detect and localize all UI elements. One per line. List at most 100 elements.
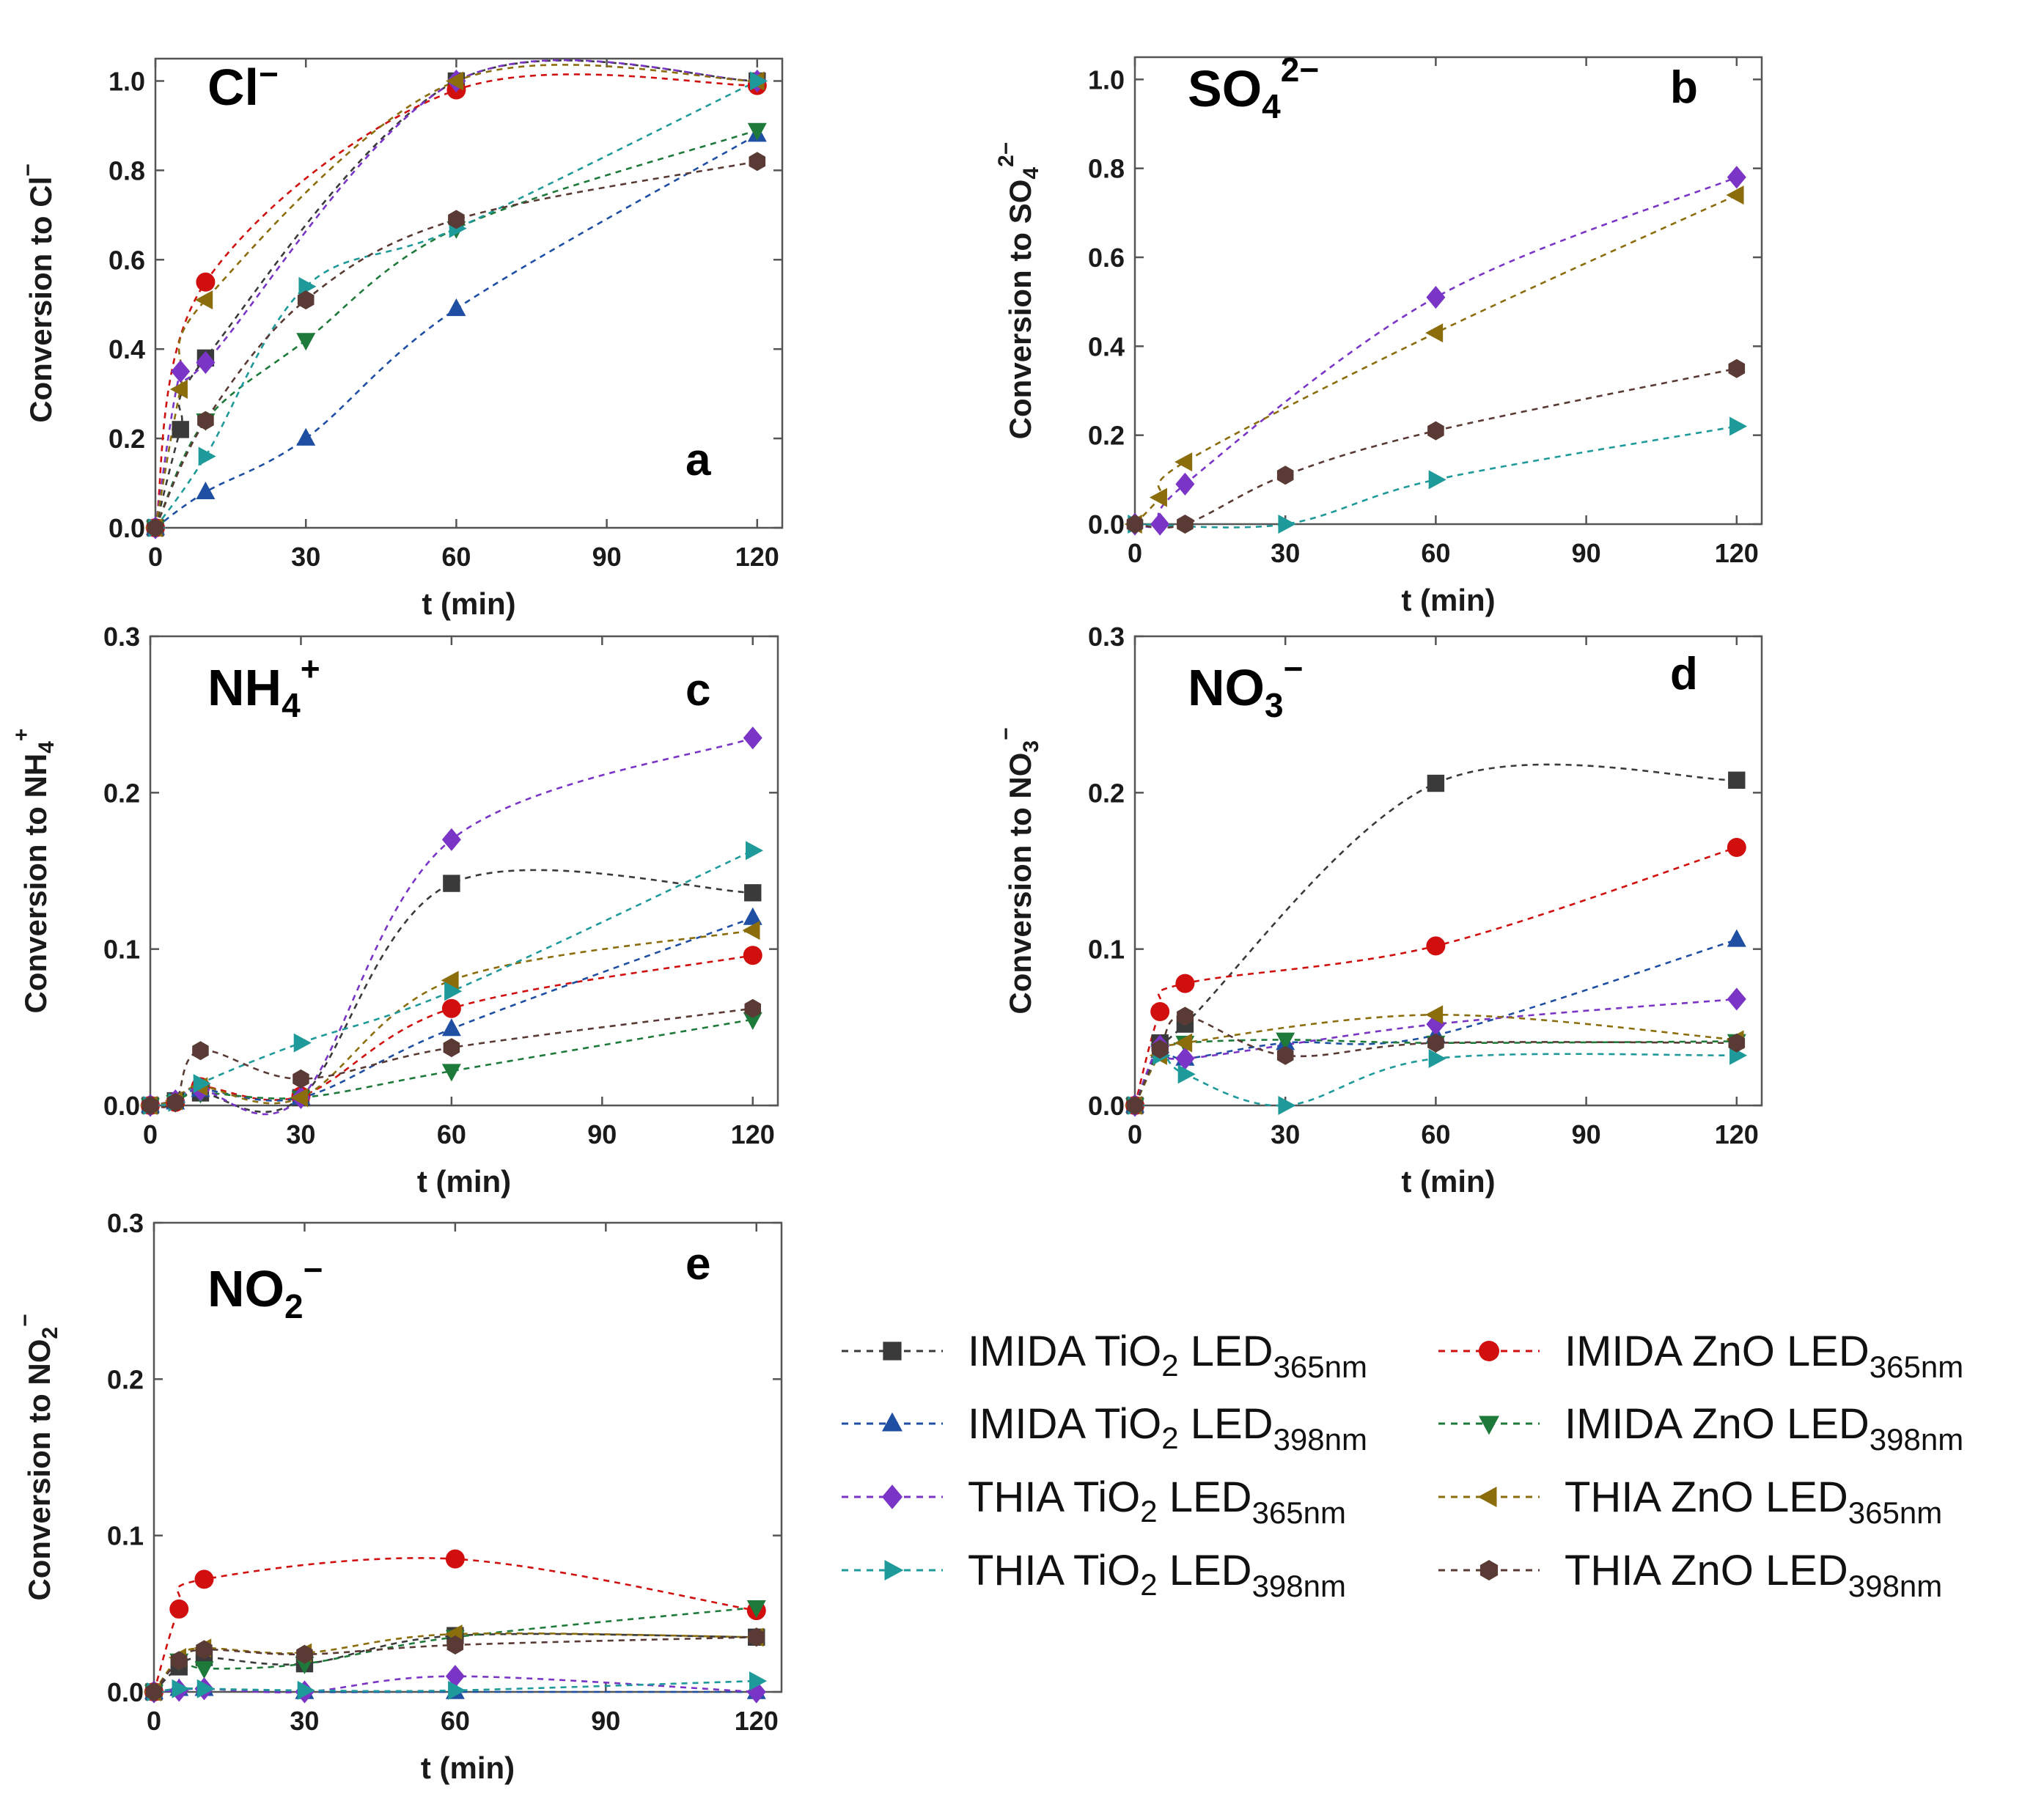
data-point-thia-zno-led398nm: [147, 518, 164, 537]
ion-label: SO42−: [1188, 51, 1319, 125]
data-point-thia-zno-led398nm: [192, 1041, 209, 1061]
y-tick-label: 0.3: [107, 1208, 144, 1238]
x-axis-title: t (min): [422, 586, 515, 621]
legend-label-text: LED: [1158, 1473, 1252, 1521]
x-tick-label: 60: [441, 542, 471, 572]
x-tick-label: 120: [735, 1706, 779, 1736]
x-axis-title: t (min): [1401, 583, 1495, 617]
ion-label-text: SO: [1188, 60, 1262, 117]
legend-label-subscript: 2: [1140, 1494, 1157, 1528]
legend-item: THIA ZnO LED365nm: [1438, 1473, 1942, 1530]
data-point-imida-zno-led365nm: [169, 1599, 189, 1619]
data-point-imida-zno-led365nm: [743, 946, 762, 965]
plot-frame: [1133, 56, 1763, 526]
legend-marker: [884, 1560, 904, 1580]
data-point-imida-zno-led365nm: [1426, 936, 1446, 956]
fit-line-thia-zno-led398nm: [1134, 367, 1738, 529]
data-point-thia-tio2-led365nm: [171, 360, 191, 383]
data-point-thia-zno-led365nm: [441, 971, 459, 990]
y-tick-label: 0.0: [109, 513, 145, 543]
y-axis-title-subscript: 2: [38, 1327, 62, 1339]
y-tick-label: 0.1: [103, 935, 140, 965]
data-point-thia-zno-led398nm: [293, 1069, 309, 1089]
fit-line-thia-tio2-led398nm: [150, 850, 754, 1107]
data-point-thia-zno-led365nm: [290, 1088, 309, 1108]
data-point-thia-tio2-led398nm: [1278, 515, 1296, 534]
ion-label-text: Cl: [207, 59, 259, 116]
ion-label-text: NO: [207, 1260, 284, 1317]
legend-marker: [1479, 1416, 1499, 1435]
data-point-thia-zno-led398nm: [1126, 1096, 1144, 1115]
x-tick-label: 90: [587, 1119, 617, 1149]
data-point-thia-zno-led365nm: [1149, 487, 1167, 507]
y-tick-label: 0.0: [103, 1091, 140, 1121]
ion-label-superscript: −: [304, 1251, 323, 1289]
x-tick-label: 0: [1128, 1119, 1142, 1149]
y-tick-label: 0.2: [1088, 778, 1125, 808]
data-point-thia-zno-led398nm: [171, 1651, 188, 1671]
panel-letter: b: [1670, 62, 1698, 113]
data-point-imida-tio2-led365nm: [172, 421, 189, 438]
data-point-thia-tio2-led365nm: [1175, 472, 1195, 496]
data-point-thia-zno-led398nm: [1276, 465, 1294, 485]
y-axis-title-superscript: −: [16, 163, 40, 177]
x-tick-label: 90: [592, 542, 622, 572]
data-point-thia-zno-led398nm: [1728, 358, 1746, 378]
data-point-imida-tio2-led365nm: [1427, 774, 1445, 792]
y-axis-title: Conversion to SO42−: [994, 142, 1043, 440]
legend-label-subscript: 398nm: [1252, 1569, 1346, 1603]
x-axis-title: t (min): [421, 1751, 515, 1785]
legend-label-subscript: 365nm: [1273, 1350, 1367, 1384]
data-point-thia-tio2-led398nm: [1729, 416, 1748, 436]
data-point-thia-tio2-led398nm: [196, 1679, 215, 1699]
y-tick-label: 1.0: [109, 66, 145, 96]
data-point-imida-tio2-led398nm: [1727, 929, 1746, 947]
legend-label-text: THIA ZnO LED: [1565, 1473, 1848, 1521]
fit-line-thia-zno-led398nm: [154, 160, 758, 529]
legend-label-text: THIA ZnO LED: [1565, 1547, 1848, 1594]
data-point-imida-zno-led365nm: [445, 1549, 465, 1569]
panel-e: 0 30 60 90 120 0.0 0.1 0.2 0.3 t (min) Conversion …: [13, 1208, 783, 1785]
data-point-imida-tio2-led365nm: [1728, 771, 1746, 789]
fit-line-imida-tio2-led398nm: [155, 133, 758, 529]
legend-label-subscript: 365nm: [1870, 1350, 1963, 1384]
fit-line-imida-zno-led365nm: [154, 73, 757, 529]
legend-label: THIA ZnO LED365nm: [1565, 1473, 1942, 1530]
x-tick-label: 90: [591, 1706, 620, 1736]
x-tick-label: 30: [1271, 538, 1300, 568]
y-tick-label: 0.8: [109, 155, 145, 185]
data-point-imida-zno-led398nm: [1276, 1032, 1295, 1050]
x-tick-label: 0: [148, 542, 163, 572]
x-tick-label: 60: [441, 1706, 470, 1736]
fit-line-imida-zno-led398nm: [150, 1018, 754, 1107]
ion-label: NH4+: [207, 649, 320, 724]
data-point-thia-zno-led398nm: [1427, 1033, 1444, 1053]
fit-line-imida-tio2-led365nm: [153, 1633, 757, 1693]
y-axis-title: Conversion to NO3−: [994, 727, 1043, 1014]
y-tick-label: 0.6: [1088, 243, 1125, 273]
legend-label-subscript: 398nm: [1848, 1569, 1942, 1603]
y-tick-label: 0.2: [109, 424, 145, 454]
data-point-thia-tio2-led365nm: [1175, 1047, 1195, 1070]
data-point-thia-tio2-led398nm: [1177, 1064, 1196, 1084]
data-point-thia-zno-led398nm: [1126, 515, 1144, 534]
data-point-imida-zno-led398nm: [194, 1661, 214, 1679]
data-point-thia-zno-led365nm: [195, 290, 213, 310]
ion-label-superscript: −: [259, 55, 279, 93]
data-point-thia-zno-led398nm: [749, 152, 766, 172]
x-tick-label: 120: [1715, 1119, 1759, 1149]
fit-line-imida-tio2-led365nm: [154, 59, 757, 529]
y-tick-label: 0.3: [1088, 622, 1125, 652]
data-point-thia-zno-led365nm: [446, 71, 464, 91]
legend-label-text: LED: [1179, 1328, 1273, 1375]
x-tick-label: 60: [1421, 1119, 1450, 1149]
data-point-thia-tio2-led365nm: [743, 726, 762, 750]
x-tick-label: 30: [1271, 1119, 1300, 1149]
y-tick-label: 0.2: [103, 778, 140, 808]
data-point-imida-tio2-led365nm: [443, 875, 460, 892]
y-tick-label: 0.0: [107, 1677, 144, 1707]
data-point-thia-zno-led398nm: [297, 290, 315, 310]
fit-line-thia-zno-led365nm: [150, 929, 754, 1107]
legend-marker: [882, 1412, 902, 1432]
x-tick-label: 0: [143, 1119, 158, 1149]
